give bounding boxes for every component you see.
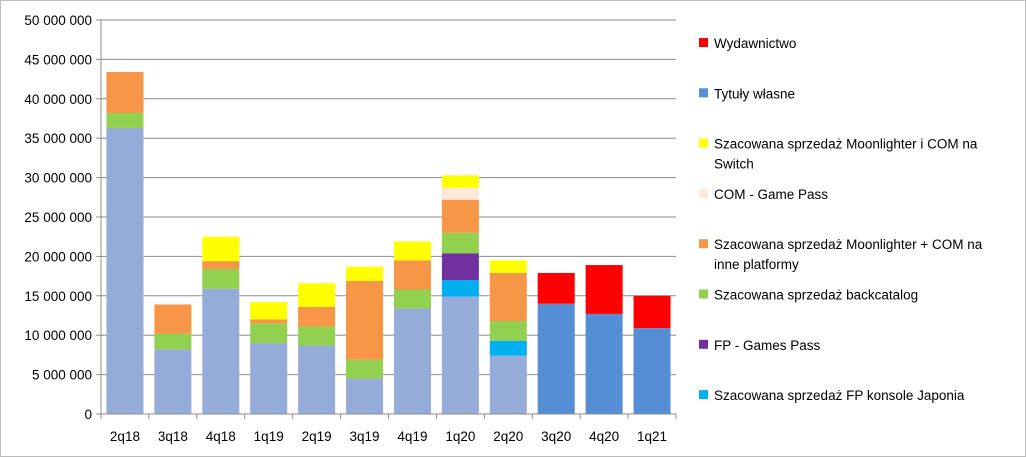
bar-segment-1q21 bbox=[633, 328, 671, 414]
bar-segment-3q19 bbox=[346, 359, 384, 379]
bar-segment-3q18 bbox=[154, 333, 192, 350]
y-tick-label: 35 000 000 bbox=[24, 131, 92, 146]
legend-label: Szacowana sprzedaż Moonlighter i COM na bbox=[714, 137, 978, 152]
x-tick-label: 3q20 bbox=[541, 429, 571, 444]
bar-segment-2q19 bbox=[298, 283, 336, 307]
x-tick-label: 3q18 bbox=[158, 429, 188, 444]
bar-segment-1q20 bbox=[441, 296, 479, 414]
legend-label: Wydawnictwo bbox=[714, 36, 796, 51]
bar-segment-1q20 bbox=[441, 199, 479, 233]
bar-segment-2q20 bbox=[489, 260, 527, 273]
legend-label: Szacowana sprzedaż FP konsole Japonia bbox=[714, 388, 965, 403]
legend-swatch bbox=[699, 339, 708, 349]
bar-segment-1q20 bbox=[441, 232, 479, 254]
bar-segment-1q19 bbox=[250, 343, 288, 414]
axes: 0 5 000 000 10 000 000 15 000 000 20 000 000… bbox=[24, 13, 677, 444]
bar-segment-4q18 bbox=[202, 261, 240, 270]
x-tick-label: 4q18 bbox=[206, 429, 236, 444]
legend-swatch bbox=[699, 390, 708, 400]
y-tick-label: 20 000 000 bbox=[24, 249, 92, 264]
bar-segment-2q19 bbox=[298, 306, 336, 327]
bar-segment-4q19 bbox=[393, 308, 431, 414]
bar-segment-3q18 bbox=[154, 304, 192, 334]
bar-segment-2q20 bbox=[489, 272, 527, 322]
legend-label: FP - Games Pass bbox=[714, 338, 821, 353]
x-tick-label: 2q18 bbox=[110, 429, 140, 444]
bar-segment-1q20 bbox=[441, 253, 479, 281]
legend-swatch bbox=[699, 38, 708, 47]
bar-segment-4q19 bbox=[393, 289, 431, 309]
bar-segment-4q19 bbox=[393, 241, 431, 261]
bar-segment-2q20 bbox=[489, 355, 527, 414]
bar-segment-2q18 bbox=[106, 72, 144, 113]
y-tick-label: 50 000 000 bbox=[24, 13, 92, 28]
legend-swatch bbox=[699, 289, 708, 299]
bar-segment-3q18 bbox=[154, 349, 192, 414]
bar-segment-1q19 bbox=[250, 302, 288, 320]
legend-swatch bbox=[699, 239, 708, 249]
bar-segment-4q20 bbox=[585, 313, 623, 414]
bar-segment-2q19 bbox=[298, 345, 336, 414]
bar-segment-3q20 bbox=[537, 272, 575, 304]
bar-segment-4q18 bbox=[202, 269, 240, 289]
x-tick-label: 1q21 bbox=[637, 429, 667, 444]
legend-label: Szacowana sprzedaż Moonlighter + COM na bbox=[714, 237, 983, 252]
x-tick-label: 4q20 bbox=[589, 429, 619, 444]
bar-segment-2q19 bbox=[298, 326, 336, 346]
x-tick-label: 2q19 bbox=[302, 429, 332, 444]
bar-segment-1q19 bbox=[250, 319, 288, 324]
y-tick-label: 25 000 000 bbox=[24, 210, 92, 225]
bar-segment-1q20 bbox=[441, 175, 479, 188]
y-tick-label: 45 000 000 bbox=[24, 52, 92, 67]
bar-segment-1q21 bbox=[633, 295, 671, 329]
y-tick-label: 30 000 000 bbox=[24, 171, 92, 186]
bar-segment-3q19 bbox=[346, 280, 384, 360]
legend-label: inne platformy bbox=[714, 257, 799, 272]
y-tick-label: 10 000 000 bbox=[24, 328, 92, 343]
bar-segment-2q18 bbox=[106, 112, 144, 128]
bar-segment-2q20 bbox=[489, 340, 527, 356]
legend: Wydawnictwo Tytuły własne Szacowana sprzed… bbox=[699, 36, 983, 403]
x-tick-label: 4q19 bbox=[397, 429, 427, 444]
legend-swatch bbox=[699, 188, 708, 198]
bar-segment-1q20 bbox=[441, 187, 479, 200]
bar-segment-1q20 bbox=[441, 280, 479, 297]
legend-swatch bbox=[699, 138, 708, 148]
legend-label: Switch bbox=[714, 157, 754, 172]
bar-segment-2q18 bbox=[106, 127, 144, 415]
bar-segment-4q20 bbox=[585, 265, 623, 314]
gridlines bbox=[101, 19, 676, 376]
x-tick-label: 1q20 bbox=[445, 429, 475, 444]
bar-segment-1q19 bbox=[250, 323, 288, 344]
bar-segment-4q18 bbox=[202, 236, 240, 262]
bar-segment-3q20 bbox=[537, 303, 575, 414]
y-tick-label: 0 bbox=[84, 407, 92, 422]
legend-swatch bbox=[699, 88, 708, 98]
bar-segment-3q19 bbox=[346, 378, 384, 414]
y-tick-label: 5 000 000 bbox=[32, 368, 92, 383]
legend-label: COM - Game Pass bbox=[714, 187, 828, 202]
bar-segment-4q18 bbox=[202, 288, 240, 414]
x-tick-label: 2q20 bbox=[493, 429, 523, 444]
bar-segment-3q19 bbox=[346, 266, 384, 281]
x-tick-label: 1q19 bbox=[254, 429, 284, 444]
bars bbox=[106, 72, 671, 415]
legend-label: Szacowana sprzedaż backcatalog bbox=[714, 288, 918, 303]
x-tick-label: 3q19 bbox=[350, 429, 380, 444]
bar-segment-4q19 bbox=[393, 260, 431, 290]
bar-segment-2q20 bbox=[489, 321, 527, 341]
legend-label: Tytuły własne bbox=[714, 86, 795, 101]
y-tick-label: 40 000 000 bbox=[24, 92, 92, 107]
y-tick-label: 15 000 000 bbox=[24, 289, 92, 304]
